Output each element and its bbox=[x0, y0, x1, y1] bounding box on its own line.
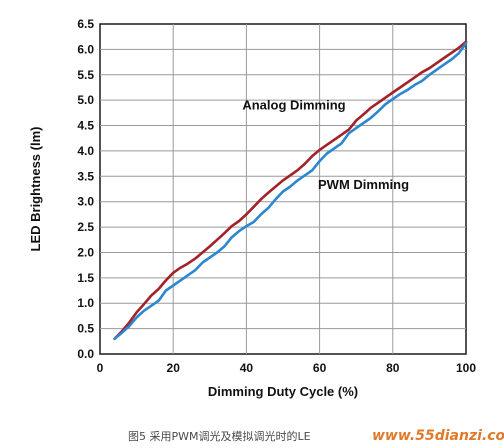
y-tick-label: 1.5 bbox=[77, 271, 94, 285]
y-tick-label: 4.5 bbox=[77, 119, 94, 133]
y-tick-label: 5.0 bbox=[77, 93, 94, 107]
y-tick-label: 3.5 bbox=[77, 169, 94, 183]
y-tick-label: 5.5 bbox=[77, 68, 94, 82]
series-annotation: Analog Dimming bbox=[242, 97, 345, 112]
y-tick-label: 2.0 bbox=[77, 245, 94, 259]
y-tick-label: 6.5 bbox=[77, 17, 94, 31]
series-annotation: PWM Dimming bbox=[318, 177, 409, 192]
x-tick-label: 80 bbox=[386, 361, 400, 375]
figure-caption: 图5 采用PWM调光及模拟调光时的LE bbox=[128, 430, 311, 443]
chart: 0.0 0.5 1.0 1.5 2.0 2.5 3.0 3.5 4.0 4.5 5.0 5.5 6.0 6… bbox=[28, 17, 477, 399]
annotations: Analog Dimming PWM Dimming bbox=[242, 97, 409, 192]
x-tick-label: 0 bbox=[97, 361, 104, 375]
x-axis-ticks: 0 20 40 60 80 100 bbox=[97, 361, 477, 375]
series-line-pwm-dimming bbox=[113, 41, 468, 341]
y-tick-label: 3.0 bbox=[77, 195, 94, 209]
series-line-analog-dimming bbox=[113, 40, 468, 341]
y-tick-label: 0.5 bbox=[77, 322, 94, 336]
x-tick-label: 100 bbox=[456, 361, 476, 375]
y-axis-ticks: 0.0 0.5 1.0 1.5 2.0 2.5 3.0 3.5 4.0 4.5 5.0 5.5 6.0 6… bbox=[77, 17, 94, 361]
y-tick-label: 0.0 bbox=[77, 347, 94, 361]
x-axis-label: Dimming Duty Cycle (%) bbox=[208, 384, 358, 399]
gridlines bbox=[100, 24, 466, 354]
x-tick-label: 20 bbox=[167, 361, 181, 375]
y-tick-label: 6.0 bbox=[77, 42, 94, 56]
y-axis-label: LED Brightness (lm) bbox=[28, 127, 43, 252]
y-tick-label: 1.0 bbox=[77, 296, 94, 310]
y-tick-label: 4.0 bbox=[77, 144, 94, 158]
y-tick-label: 2.5 bbox=[77, 220, 94, 234]
watermark: www.55dianzi.com bbox=[372, 428, 504, 444]
x-tick-label: 60 bbox=[313, 361, 327, 375]
x-tick-label: 40 bbox=[240, 361, 254, 375]
series-lines bbox=[113, 40, 468, 341]
